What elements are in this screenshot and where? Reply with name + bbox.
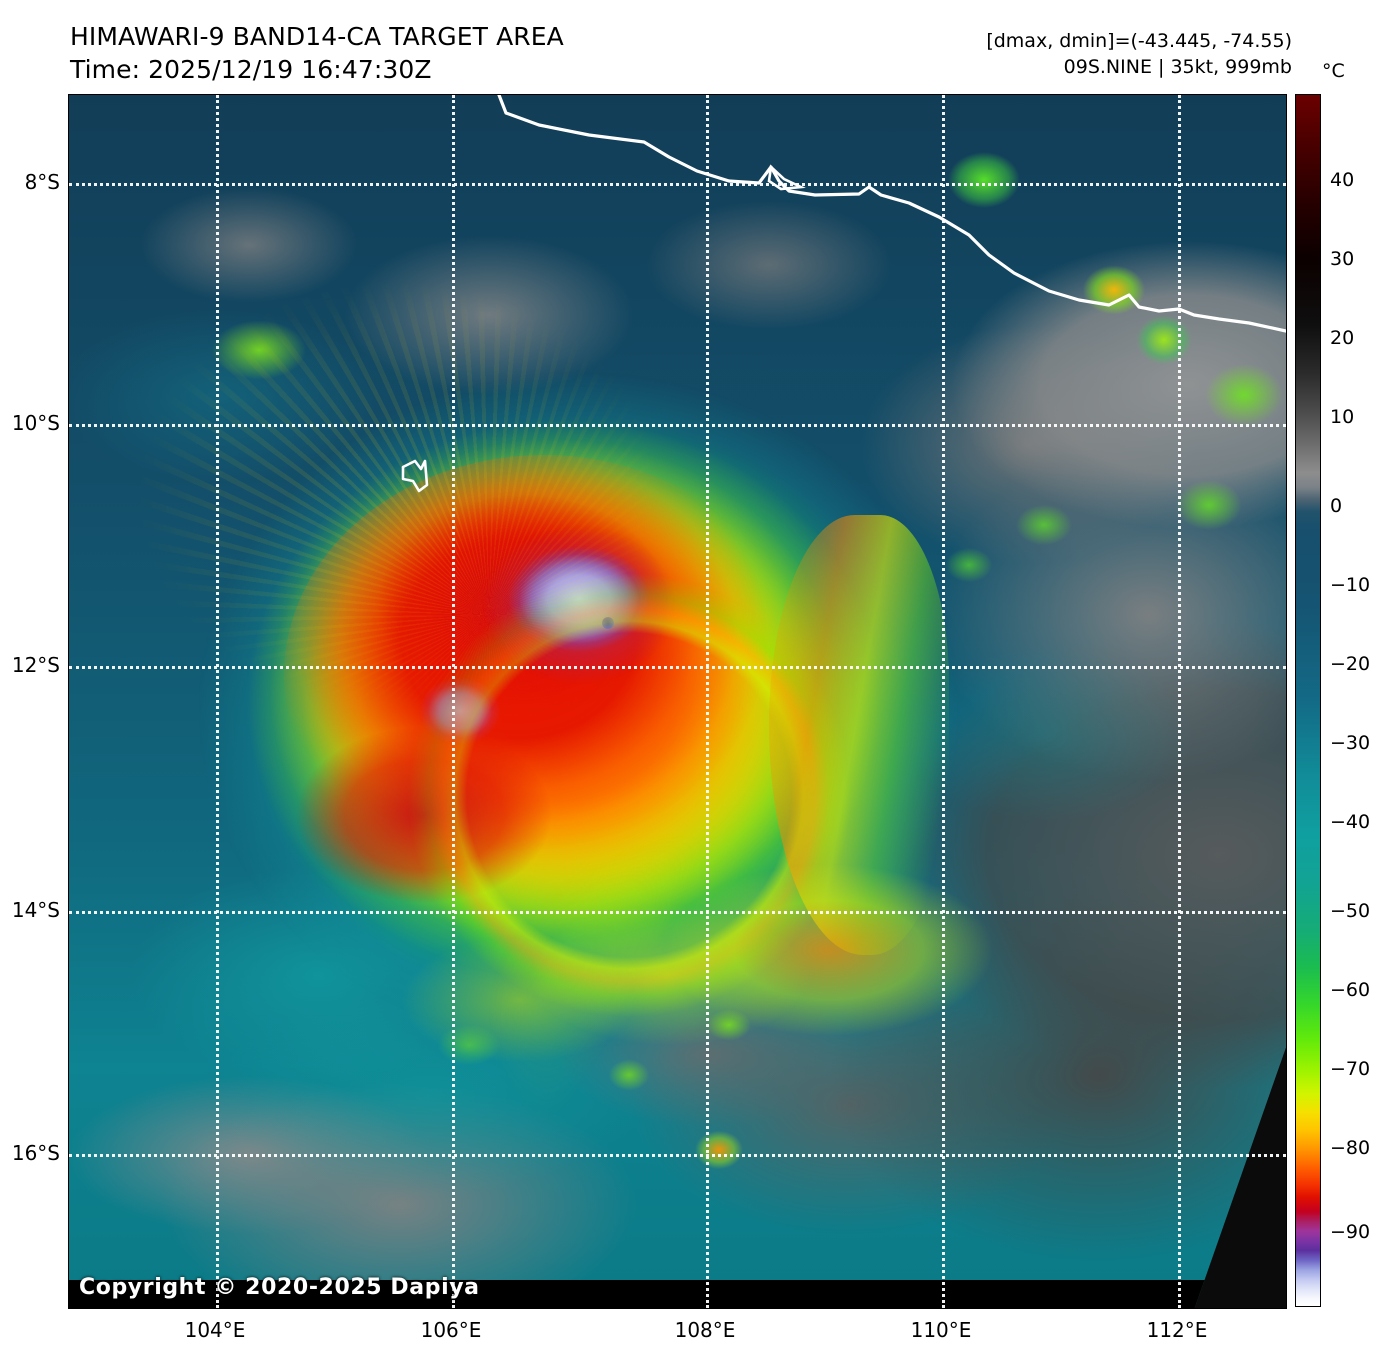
colorbar-tick-label: −50 <box>1330 900 1371 922</box>
storm-info-label: 09S.NINE | 35kt, 999mb <box>1063 56 1292 78</box>
x-tick-label: 106°E <box>420 1318 482 1342</box>
x-tick-label: 108°E <box>674 1318 736 1342</box>
colorbar-unit-label: °C <box>1322 60 1345 82</box>
colorbar-tick-label: −80 <box>1330 1137 1371 1159</box>
figure-metadata-block: [dmax, dmin]=(-43.445, -74.55) 09S.NINE … <box>986 28 1292 80</box>
x-tick-label: 110°E <box>910 1318 972 1342</box>
page-title: HIMAWARI-9 BAND14-CA TARGET AREA <box>70 22 564 51</box>
colorbar-tick-label: 10 <box>1330 406 1355 428</box>
colorbar-tick-label: 30 <box>1330 248 1355 270</box>
colorbar-tick-label: 0 <box>1330 495 1343 517</box>
colorbar-tick-label: −20 <box>1330 653 1371 675</box>
timestamp-label: Time: 2025/12/19 16:47:30Z <box>70 55 432 84</box>
colorbar-tick-label: −60 <box>1330 979 1371 1001</box>
x-tick-label: 104°E <box>184 1318 246 1342</box>
colorbar-tick-label: −90 <box>1330 1221 1371 1243</box>
colorbar-tick-label: −10 <box>1330 574 1371 596</box>
satellite-imagery-plot[interactable]: Copyright © 2020-2025 Dapiya <box>68 94 1287 1309</box>
figure-title-block: HIMAWARI-9 BAND14-CA TARGET AREA Time: 2… <box>70 20 564 86</box>
colorbar-tick-label: 20 <box>1330 327 1355 349</box>
y-tick-label: 8°S <box>24 170 60 194</box>
y-tick-label: 12°S <box>11 653 60 677</box>
no-data-bottom-strip <box>69 1280 1286 1308</box>
colorbar-tick-label: −30 <box>1330 732 1371 754</box>
y-tick-label: 16°S <box>11 1141 60 1165</box>
island-outline-overlay <box>401 459 429 493</box>
x-tick-label: 112°E <box>1146 1318 1208 1342</box>
copyright-label: Copyright © 2020-2025 Dapiya <box>79 1275 480 1300</box>
colorbar-tick-label: 40 <box>1330 169 1355 191</box>
colorbar-gradient <box>1296 95 1320 1306</box>
dminmax-label: [dmax, dmin]=(-43.445, -74.55) <box>986 30 1292 52</box>
coastline-overlay <box>497 95 1286 333</box>
y-tick-label: 14°S <box>11 898 60 922</box>
imagery-data-layer <box>69 95 1286 1308</box>
colorbar-tick-label: −70 <box>1330 1058 1371 1080</box>
colorbar-tick-label: −40 <box>1330 811 1371 833</box>
y-tick-label: 10°S <box>11 411 60 435</box>
se-tail-band <box>69 95 1286 1308</box>
colorbar[interactable] <box>1295 94 1321 1307</box>
